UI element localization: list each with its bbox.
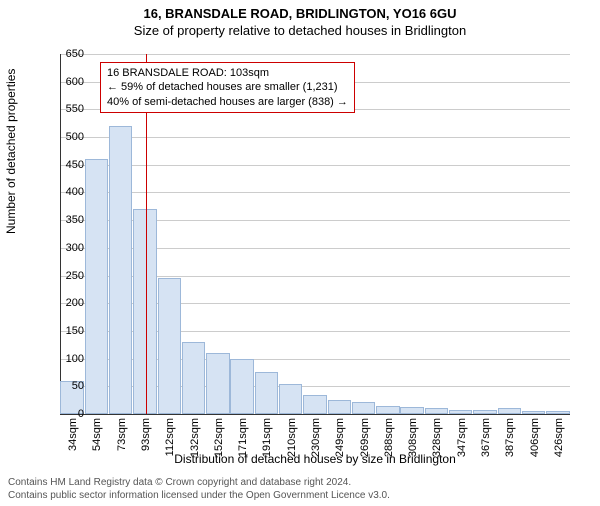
x-tick-label: 249sqm <box>334 418 346 457</box>
annotation-line: ← 59% of detached houses are smaller (1,… <box>107 80 348 94</box>
y-tick-label: 300 <box>44 242 84 254</box>
bar <box>473 410 496 414</box>
footer-line-2: Contains public sector information licen… <box>8 489 390 502</box>
gridline <box>60 414 570 415</box>
gridline <box>60 165 570 166</box>
annotation-line: 16 BRANSDALE ROAD: 103sqm <box>107 66 348 80</box>
bar <box>206 353 229 414</box>
x-tick-label: 347sqm <box>456 418 468 457</box>
chart-subtitle: Size of property relative to detached ho… <box>0 23 600 38</box>
y-tick-label: 500 <box>44 131 84 143</box>
x-tick-label: 112sqm <box>164 418 176 456</box>
y-tick-label: 400 <box>44 186 84 198</box>
y-tick-label: 250 <box>44 270 84 282</box>
x-tick-label: 191sqm <box>261 418 273 457</box>
bar <box>158 278 181 414</box>
x-tick-label: 73sqm <box>116 418 128 451</box>
bar <box>425 408 448 414</box>
bar <box>303 395 326 414</box>
footer-line-1: Contains HM Land Registry data © Crown c… <box>8 476 390 489</box>
x-tick-label: 328sqm <box>431 418 443 457</box>
annotation-box: 16 BRANSDALE ROAD: 103sqm← 59% of detach… <box>100 62 355 113</box>
x-tick-label: 171sqm <box>237 418 249 457</box>
gridline <box>60 54 570 55</box>
plot-region: 16 BRANSDALE ROAD: 103sqm← 59% of detach… <box>60 54 570 414</box>
bar <box>182 342 205 414</box>
annotation-line: 40% of semi-detached houses are larger (… <box>107 95 348 109</box>
x-tick-label: 93sqm <box>140 418 152 451</box>
gridline <box>60 137 570 138</box>
footer-attribution: Contains HM Land Registry data © Crown c… <box>8 476 390 502</box>
y-tick-label: 100 <box>44 353 84 365</box>
gridline <box>60 192 570 193</box>
bar <box>279 384 302 414</box>
bar <box>85 159 108 414</box>
bar <box>352 402 375 414</box>
y-tick-label: 600 <box>44 76 84 88</box>
y-tick-label: 650 <box>44 48 84 60</box>
x-tick-label: 426sqm <box>553 418 565 457</box>
bar <box>522 411 545 414</box>
bar <box>328 400 351 414</box>
bar <box>109 126 132 414</box>
bar <box>376 406 399 414</box>
bar <box>255 372 278 414</box>
y-tick-label: 450 <box>44 159 84 171</box>
chart-title: 16, BRANSDALE ROAD, BRIDLINGTON, YO16 6G… <box>0 6 600 21</box>
x-tick-label: 230sqm <box>310 418 322 457</box>
bar <box>546 411 569 414</box>
y-tick-label: 200 <box>44 297 84 309</box>
x-tick-label: 54sqm <box>91 418 103 451</box>
y-tick-label: 150 <box>44 325 84 337</box>
x-tick-label: 406sqm <box>529 418 541 457</box>
bar <box>230 359 253 414</box>
x-tick-label: 367sqm <box>480 418 492 457</box>
chart-area: 16 BRANSDALE ROAD: 103sqm← 59% of detach… <box>60 54 570 414</box>
x-tick-label: 210sqm <box>286 418 298 457</box>
bar <box>400 407 423 414</box>
x-tick-label: 387sqm <box>504 418 516 457</box>
y-axis-label: Number of detached properties <box>4 69 18 234</box>
x-tick-label: 152sqm <box>213 418 225 457</box>
y-tick-label: 350 <box>44 214 84 226</box>
x-tick-label: 308sqm <box>407 418 419 457</box>
x-tick-label: 34sqm <box>67 418 79 451</box>
bar <box>133 209 156 414</box>
bar <box>449 410 472 414</box>
x-tick-label: 269sqm <box>359 418 371 457</box>
y-tick-label: 550 <box>44 103 84 115</box>
bar <box>498 408 521 414</box>
x-tick-label: 132sqm <box>189 418 201 457</box>
x-tick-label: 288sqm <box>383 418 395 457</box>
y-tick-label: 50 <box>44 380 84 392</box>
